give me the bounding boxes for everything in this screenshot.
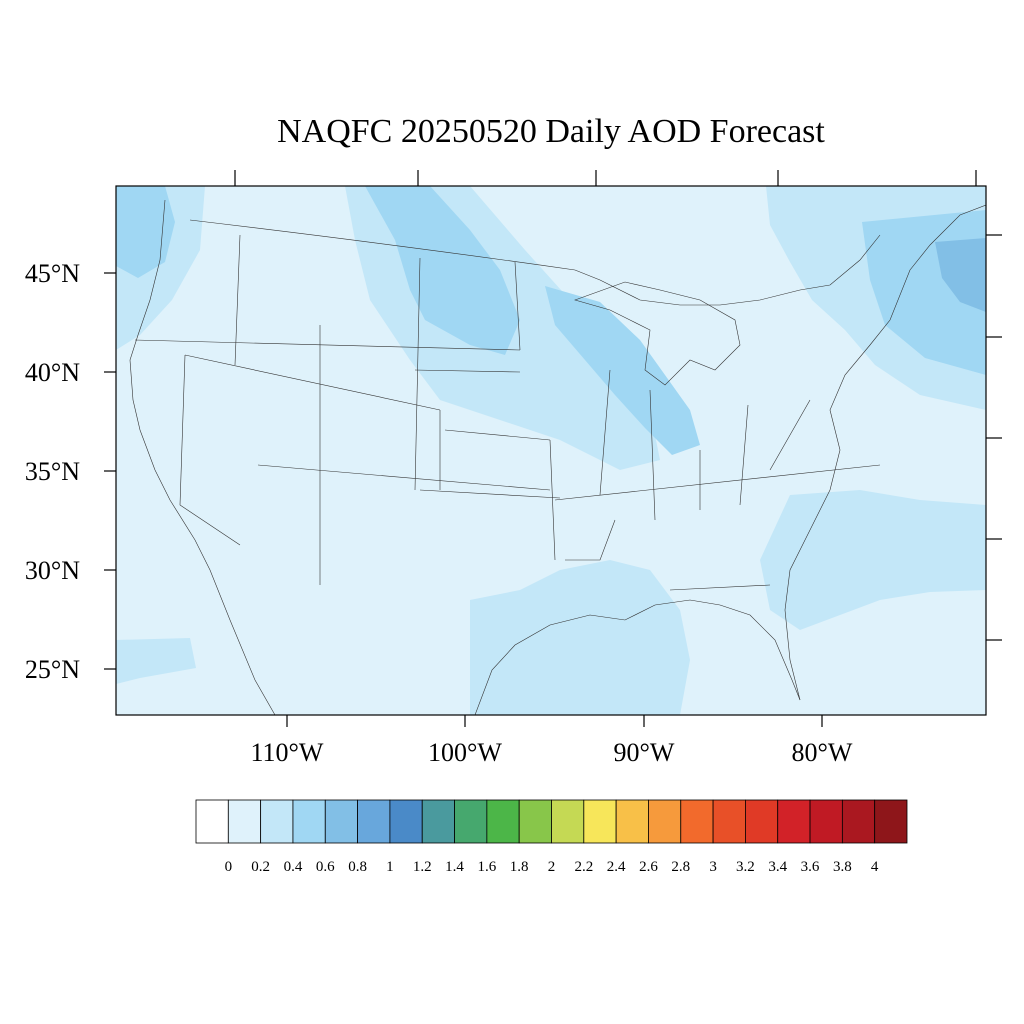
colorbar-swatch [648,799,682,844]
colorbar-swatch [518,799,552,844]
map-boundaries [129,199,986,715]
colorbar-swatch [841,799,876,844]
aod-plume-eastern-pacific [116,638,196,684]
colorbar-swatch [680,799,714,844]
colorbar-label: 2.8 [671,859,690,875]
colorbar-label: 1.4 [445,859,464,875]
colorbar-label: 0 [225,859,233,875]
colorbar-swatch [809,799,843,844]
colorbar-swatch [486,799,520,844]
colorbar-swatch [777,799,811,844]
colorbar-label: 1.2 [413,859,432,875]
colorbar: 0 0.2 0.4 0.6 0.8 1 1.2 1.4 1.6 1.8 2 2.2 2.4 2.6 2.8 3… [195,799,908,875]
gulf-coastline [474,599,801,715]
map-panel: 45°N 40°N 35°N 30°N 25°N 110°W 100°W 90°W 80°W [25,170,1002,767]
state-line-divide-west [179,234,321,585]
colorbar-label: 1.8 [510,859,529,875]
colorbar-label: 0.8 [348,859,367,875]
longitude-labels: 110°W 100°W 90°W 80°W [251,738,853,767]
colorbar-swatch [615,799,649,844]
map-frame [115,185,987,716]
atlantic-coastline [784,204,986,701]
colorbar-swatch [324,799,358,844]
longitude-label: 80°W [792,738,853,767]
longitude-label: 110°W [251,738,324,767]
longitude-label: 90°W [614,738,675,767]
colorbar-swatch [260,799,294,844]
colorbar-swatch [421,799,455,844]
colorbar-swatch [292,799,326,844]
state-line-parallels [134,339,881,501]
colorbar-swatch [389,799,423,844]
chart-title: NAQFC 20250520 Daily AOD Forecast [277,113,825,150]
colorbar-swatch [745,799,779,844]
aod-plume-gulf-coast [470,560,690,715]
colorbar-swatch [551,799,585,844]
colorbar-label: 0.2 [251,859,270,875]
aod-plume-southeast-atlantic [760,490,986,630]
colorbar-swatches [195,799,908,844]
longitude-label: 100°W [428,738,502,767]
colorbar-swatch [583,799,617,844]
latitude-label: 40°N [25,358,80,387]
aod-plume-northern-plains-core [365,186,520,355]
colorbar-label: 3 [709,859,717,875]
aod-plume-great-lakes [545,286,700,455]
map-tick-marks [104,170,1002,727]
colorbar-swatch [195,799,229,844]
colorbar-label: 4 [871,859,879,875]
state-line-divide-east [565,369,811,591]
colorbar-swatch [227,799,262,844]
pacific-coastline [129,199,276,715]
colorbar-label: 2 [548,859,556,875]
colorbar-label: 3.8 [833,859,852,875]
colorbar-label: 0.4 [284,859,303,875]
colorbar-label: 3.6 [801,859,820,875]
aod-field [116,186,986,715]
state-line-divide-plains [414,257,556,561]
colorbar-labels: 0 0.2 0.4 0.6 0.8 1 1.2 1.4 1.6 1.8 2 2.2 2.4 2.6 2.8 3… [225,859,879,875]
aod-plume-maine-coast [935,238,986,312]
colorbar-swatch [454,799,488,844]
latitude-labels: 45°N 40°N 35°N 30°N 25°N [25,259,80,684]
colorbar-label: 1 [386,859,394,875]
colorbar-label: 3.4 [768,859,787,875]
latitude-label: 25°N [25,655,80,684]
colorbar-label: 0.6 [316,859,335,875]
colorbar-swatch [874,799,908,844]
latitude-label: 30°N [25,556,80,585]
colorbar-label: 2.6 [639,859,658,875]
colorbar-swatch [712,799,746,844]
colorbar-label: 1.6 [477,859,496,875]
us-canada-border [189,219,881,306]
colorbar-label: 2.4 [607,859,626,875]
colorbar-label: 2.2 [574,859,593,875]
colorbar-swatch [357,799,391,844]
latitude-label: 45°N [25,259,80,288]
latitude-label: 35°N [25,457,80,486]
colorbar-label: 3.2 [736,859,755,875]
great-lakes-outline [574,281,741,386]
